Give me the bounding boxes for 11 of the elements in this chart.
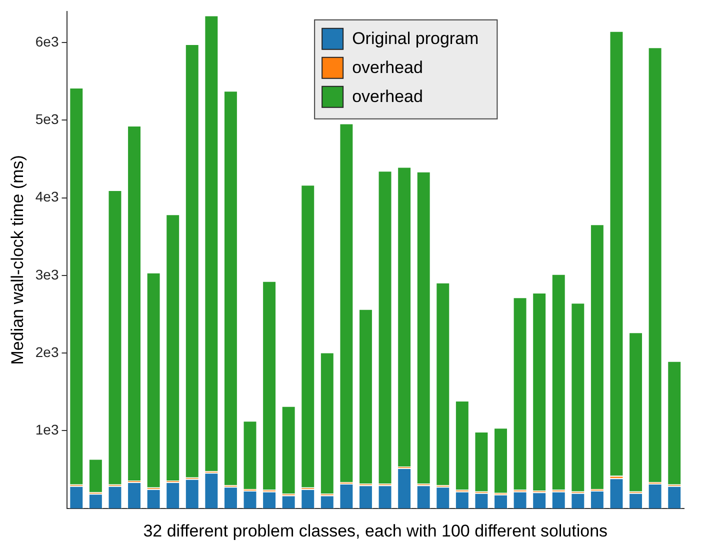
y-axis-title: Median wall-clock time (ms) (8, 155, 27, 365)
y-tick-label: 1e3 (35, 422, 59, 438)
legend-label: overhead (352, 58, 423, 78)
y-tick-label: 3e3 (35, 266, 59, 282)
y-tick-label: 5e3 (35, 110, 59, 127)
x-axis-title: 32 different problem classes, each with 100 different solutions (143, 521, 608, 540)
y-tick-label: 6e3 (35, 33, 59, 50)
y-tick-label: 4e3 (35, 188, 59, 205)
legend-label: Original program (352, 29, 479, 48)
y-tick-label: 2e3 (35, 344, 59, 360)
legend-label: overhead (352, 87, 423, 106)
